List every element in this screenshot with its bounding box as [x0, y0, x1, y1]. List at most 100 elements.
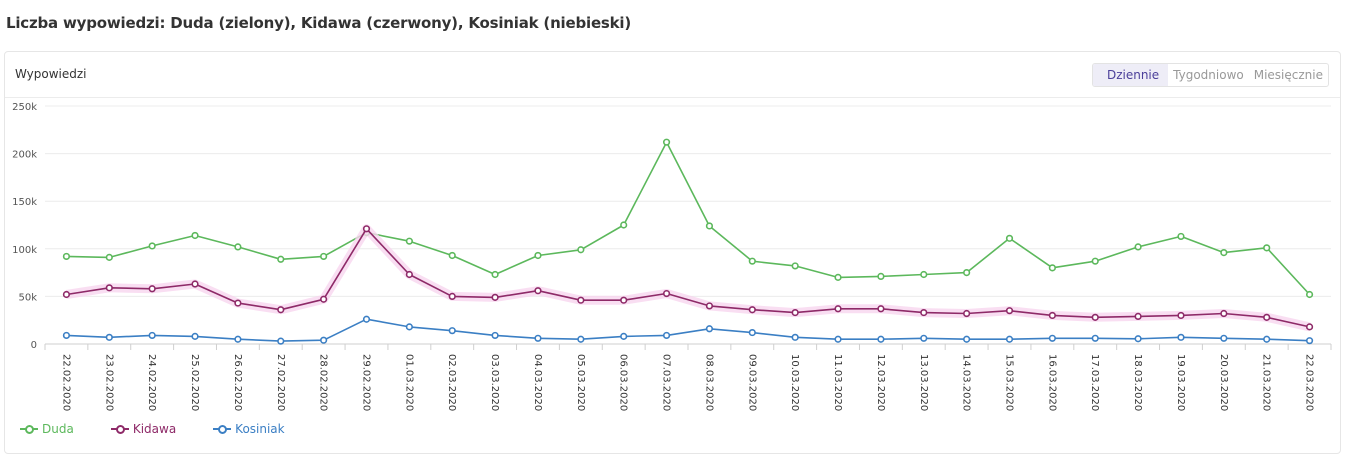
data-point: [534, 251, 542, 260]
data-point: [62, 252, 71, 261]
data-point: [491, 293, 499, 301]
data-point: [534, 287, 542, 295]
period-tabs: Dziennie Tygodniowo Miesięcznie: [1091, 63, 1329, 87]
x-tick-label: 27.02.2020: [275, 354, 286, 411]
data-point: [705, 302, 714, 310]
card-header: Wypowiedzi Dziennie Tygodniowo Miesięczn…: [5, 52, 1340, 98]
data-point: [1134, 312, 1142, 320]
data-point: [748, 306, 756, 314]
y-tick-label: 150k: [12, 197, 37, 208]
data-point: [662, 331, 671, 340]
data-point: [662, 138, 671, 146]
data-point: [362, 315, 371, 323]
data-point: [534, 334, 542, 342]
data-point: [491, 331, 499, 340]
series-line-duda: [66, 141, 1311, 296]
data-point: [920, 270, 928, 279]
data-point: [277, 306, 285, 314]
data-point: [1091, 334, 1099, 342]
data-point: [834, 273, 842, 281]
x-tick-label: 02.03.2020: [446, 354, 457, 411]
data-point: [448, 327, 456, 335]
data-point: [748, 257, 756, 265]
series-line-kidawa: [66, 228, 1310, 328]
data-point: [920, 334, 928, 342]
legend-marker-icon: [213, 424, 232, 434]
data-point: [1005, 307, 1014, 315]
data-point: [620, 296, 628, 304]
data-point: [448, 292, 456, 301]
x-tick-label: 12.03.2020: [875, 354, 886, 411]
data-point: [1305, 290, 1314, 299]
data-point: [148, 285, 156, 293]
x-tick-label: 01.03.2020: [403, 354, 414, 411]
data-point: [1220, 249, 1228, 257]
x-tick-label: 10.03.2020: [789, 354, 800, 411]
y-tick-label: 100k: [12, 245, 37, 256]
data-point: [1177, 333, 1185, 341]
y-tick-label: 250k: [12, 102, 37, 113]
legend-item-kidawa[interactable]: Kidawa: [110, 422, 176, 436]
data-point: [620, 221, 628, 229]
legend-label: Duda: [42, 422, 74, 436]
x-tick-label: 15.03.2020: [1004, 354, 1015, 411]
data-point: [1305, 337, 1314, 345]
series-line-kosiniak: [66, 318, 1310, 342]
data-point: [1263, 313, 1271, 321]
data-point: [1005, 335, 1014, 343]
card-title: Wypowiedzi: [15, 67, 87, 81]
x-tick-label: 17.03.2020: [1089, 354, 1100, 411]
data-point: [320, 252, 328, 261]
x-tick-label: 13.03.2020: [918, 354, 929, 411]
data-point: [620, 332, 628, 340]
x-tick-label: 22.03.2020: [1304, 354, 1315, 411]
data-point: [148, 242, 156, 250]
data-point: [405, 323, 413, 331]
data-point: [448, 251, 456, 260]
data-point: [920, 308, 928, 317]
data-point: [1005, 234, 1014, 242]
y-tick-label: 200k: [12, 150, 37, 161]
data-point: [234, 243, 242, 251]
x-tick-label: 06.03.2020: [618, 354, 629, 411]
tab-monthly[interactable]: Miesięcznie: [1253, 68, 1323, 82]
x-tick-label: 20.03.2020: [1218, 354, 1229, 411]
data-point: [877, 335, 885, 343]
legend-item-duda[interactable]: Duda: [20, 422, 74, 436]
x-tick-label: 11.03.2020: [832, 354, 843, 411]
data-point: [791, 262, 799, 270]
legend-item-kosiniak[interactable]: Kosiniak: [213, 422, 285, 436]
data-point: [1134, 243, 1142, 251]
tab-weekly[interactable]: Tygodniowo: [1173, 68, 1244, 82]
x-tick-label: 04.03.2020: [532, 354, 543, 411]
data-point: [1048, 264, 1056, 272]
data-point: [62, 331, 71, 340]
data-point: [577, 246, 585, 254]
x-tick-label: 21.03.2020: [1261, 354, 1272, 411]
x-tick-label: 16.03.2020: [1046, 354, 1057, 411]
data-point: [963, 309, 971, 318]
data-point: [191, 231, 199, 240]
data-point: [662, 289, 671, 298]
data-point: [1220, 309, 1228, 318]
chart-legend: Duda Kidawa Kosiniak: [20, 422, 322, 436]
data-point: [791, 308, 799, 317]
legend-label: Kosiniak: [235, 422, 285, 436]
x-tick-label: 26.02.2020: [232, 354, 243, 411]
data-point: [320, 336, 328, 344]
data-point: [277, 337, 285, 345]
x-tick-label: 24.02.2020: [146, 354, 157, 411]
tab-daily[interactable]: Dziennie: [1092, 64, 1169, 86]
legend-marker-icon: [110, 424, 129, 434]
data-point: [748, 328, 756, 337]
page-title: Liczba wypowiedzi: Duda (zielony), Kidaw…: [6, 14, 632, 32]
data-point: [1263, 335, 1271, 343]
data-point: [1048, 311, 1056, 320]
x-tick-label: 29.02.2020: [361, 354, 372, 411]
x-tick-label: 03.03.2020: [489, 354, 500, 411]
data-point: [191, 280, 199, 288]
x-tick-label: 28.02.2020: [318, 354, 329, 411]
data-point: [963, 335, 971, 343]
data-point: [834, 305, 842, 313]
